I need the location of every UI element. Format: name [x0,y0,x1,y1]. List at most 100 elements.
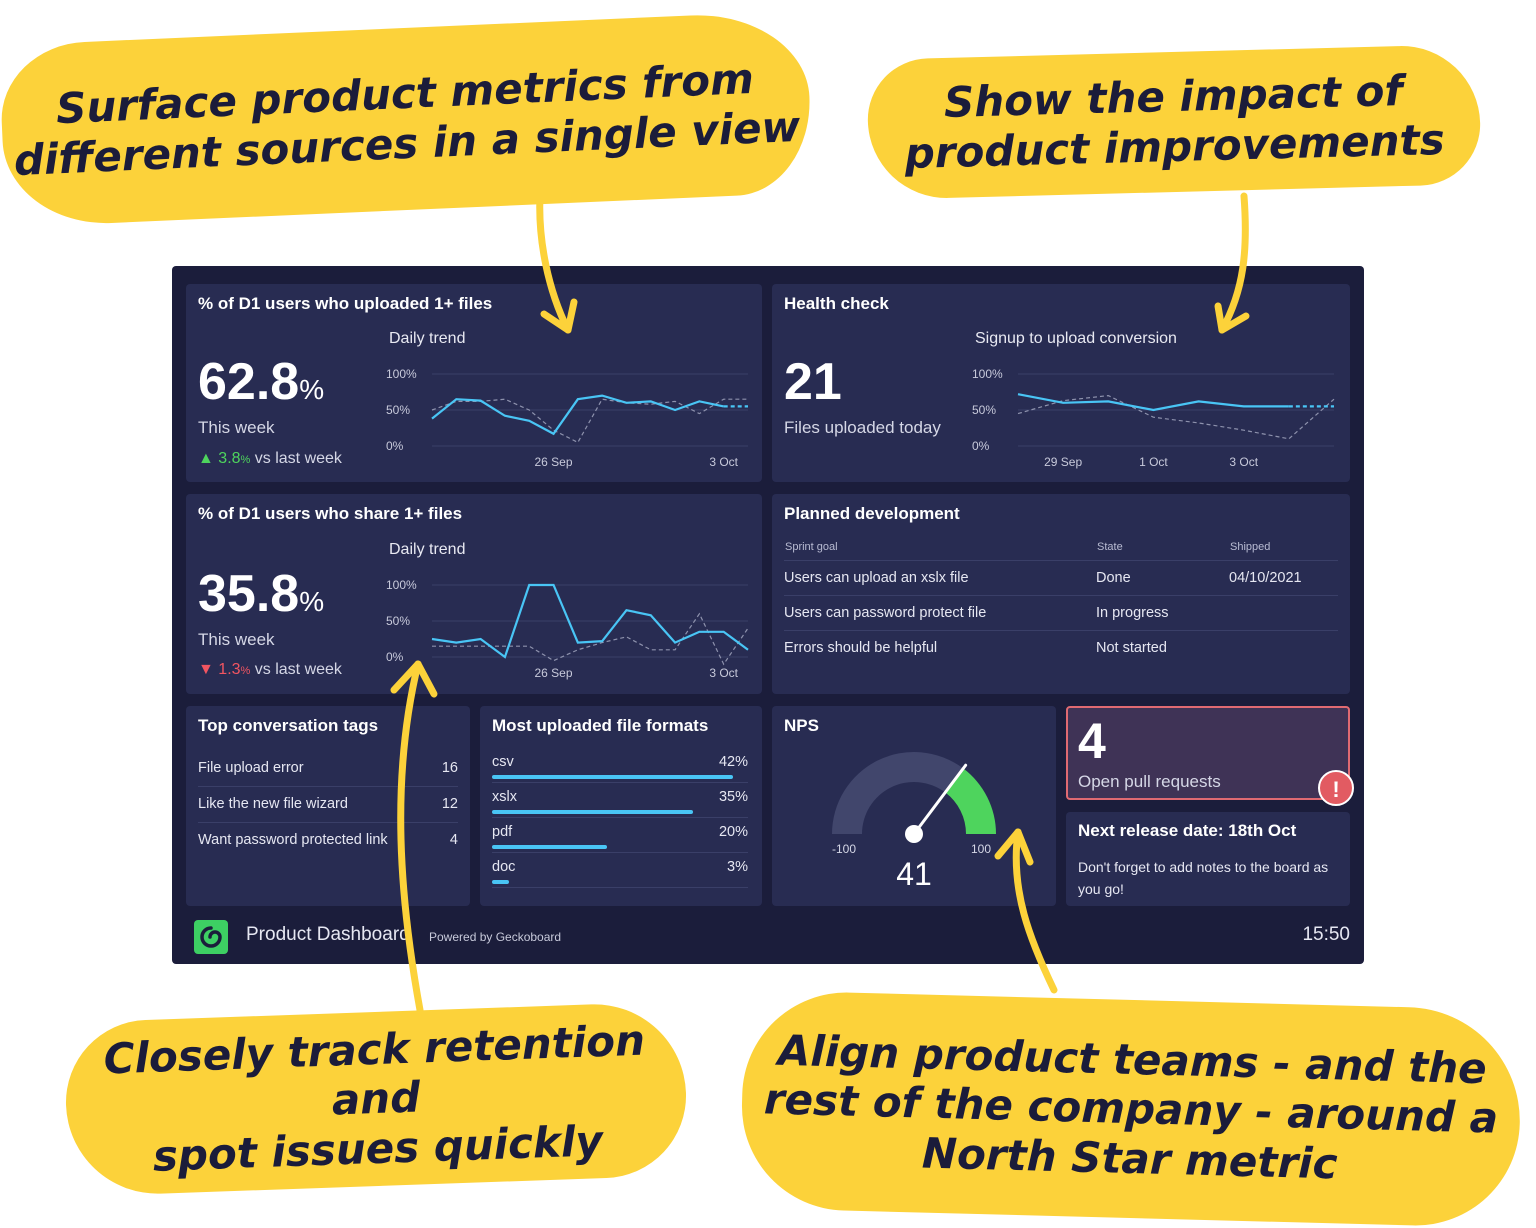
table-cell [1229,630,1338,665]
arrow-down-icon: ▼ [198,661,214,678]
format-bar [492,880,510,884]
format-bar [492,810,693,814]
y-tick-label: 100% [386,578,417,592]
y-tick-label: 50% [386,614,410,628]
format-label: doc [492,859,516,875]
table-cell: Not started [1096,630,1229,665]
geckoboard-logo-icon [194,920,228,954]
gauge-max-label: 100 [971,842,992,856]
pull-requests-caption: Open pull requests [1078,772,1221,791]
column-header: Sprint goal [785,541,838,553]
metric-period: This week [198,418,275,437]
y-tick-label: 50% [972,403,996,417]
conversion-trend-chart: 100% 50% 0% 29 Sep 1 Oct 3 Oct [972,367,1335,469]
y-tick-label: 100% [972,367,1003,381]
series-line [431,394,724,436]
x-tick-label: 26 Sep [535,455,573,469]
tile-title: NPS [784,716,819,735]
gauge-target-zone [945,768,996,834]
callout-surface-metrics: Surface product metrics from different so… [0,10,814,228]
y-tick-label: 100% [386,367,417,381]
pull-requests-count: 4 [1078,713,1106,769]
metric-value: 62.8% [198,353,325,411]
tile-open-pull-requests[interactable]: 4 Open pull requests ! [1066,706,1354,806]
alert-icon: ! [1318,770,1354,806]
table-cell: Users can password protect file [784,595,1096,631]
gauge-pivot [905,825,923,843]
tile-title: % of D1 users who uploaded 1+ files [198,294,493,313]
x-tick-label: 29 Sep [1044,455,1082,469]
x-tick-label: 3 Oct [709,455,738,469]
divider [198,822,458,823]
y-tick-label: 0% [972,439,990,453]
metric-caption: Files uploaded today [784,418,941,437]
table-row[interactable]: Users can password protect file In progr… [784,595,1338,631]
sprint-table: Sprint goal State Shipped Users can uplo… [784,534,1338,665]
list-item[interactable]: File upload error 16 [198,760,458,776]
callout-retention: Closely track retention and spot issues q… [63,1001,689,1197]
comparison-series-line [431,398,748,444]
x-tick-label: 1 Oct [1139,455,1168,469]
table-header-row: Sprint goal State Shipped [784,534,1338,561]
x-tick-label: 3 Oct [1229,455,1258,469]
x-tick-label: 3 Oct [709,666,738,680]
table-cell: Errors should be helpful [784,630,1096,665]
metric-value: 21 [784,353,842,411]
comparison-series-line [432,612,749,666]
callout-north-star: Align product teams - and the rest of the… [739,989,1523,1228]
metric-comparison: ▼ 1.3% vs last week [198,661,342,678]
release-note: Don't forget to add notes to the board a… [1078,859,1329,897]
metric-period: This week [198,630,275,649]
gauge-min-label: -100 [832,842,857,856]
format-percent: 3% [727,859,748,875]
y-tick-label: 0% [386,650,404,664]
arrow-up-icon: ▲ [198,450,214,467]
clock: 15:50 [1302,924,1350,945]
trend-title: Daily trend [389,330,466,347]
tile-share-metric[interactable]: % of D1 users who share 1+ files 35.8% T… [186,494,762,694]
gauge-track [832,752,964,834]
trend-title: Signup to upload conversion [975,330,1177,347]
table-cell: In progress [1096,595,1229,631]
format-bar [492,845,607,849]
column-header: State [1097,541,1123,553]
format-percent: 35% [718,789,748,805]
tile-file-formats[interactable]: Most uploaded file formats csv 42% xslx 35%… [480,706,762,906]
share-trend-chart: 100% 50% 0% 26 Sep 3 Oct [386,578,749,680]
list-item[interactable]: Like the new file wizard 12 [198,796,458,812]
tile-title: Top conversation tags [198,716,379,735]
metric-comparison: ▲ 3.8% vs last week [198,450,342,467]
product-dashboard: % of D1 users who uploaded 1+ files 62.8… [172,266,1364,964]
table-cell: Done [1096,560,1229,596]
format-track [492,817,748,818]
tile-upload-metric[interactable]: % of D1 users who uploaded 1+ files 62.8… [186,284,762,482]
x-tick-label: 26 Sep [535,666,573,680]
tile-title: Most uploaded file formats [492,716,709,735]
series-line [431,583,749,659]
tile-title: Planned development [784,504,960,523]
tile-conversation-tags[interactable]: Top conversation tags File upload error 1… [186,706,470,906]
format-percent: 20% [718,824,748,840]
table-row[interactable]: Users can upload an xslx file Done 04/10… [784,560,1338,596]
format-track [492,887,748,888]
format-track [492,852,748,853]
nps-value: 41 [896,856,932,892]
format-label: xslx [492,789,517,805]
series-line [1017,393,1289,412]
gauge-needle [912,763,968,836]
table-row[interactable]: Errors should be helpful Not started [784,630,1338,665]
tile-health-check[interactable]: Health check 21 Files uploaded today Sig… [772,284,1350,482]
upload-trend-chart: 100% 50% 0% 26 Sep 3 Oct [386,367,748,469]
tile-title: Health check [784,294,889,313]
format-percent: 42% [718,754,748,770]
format-label: pdf [492,824,513,840]
y-tick-label: 0% [386,439,404,453]
powered-by: Powered by Geckoboard [429,930,562,944]
tile-planned-development[interactable]: Planned development Sprint goal State Sh… [772,494,1350,694]
format-bar [492,775,733,779]
tile-nps[interactable]: NPS -100 100 41 [772,706,1056,906]
nps-gauge [832,752,996,843]
tile-next-release[interactable]: Next release date: 18th Oct Don't forget… [1066,812,1350,906]
trend-title: Daily trend [389,541,466,558]
list-item[interactable]: Want password protected link 4 [198,832,458,848]
